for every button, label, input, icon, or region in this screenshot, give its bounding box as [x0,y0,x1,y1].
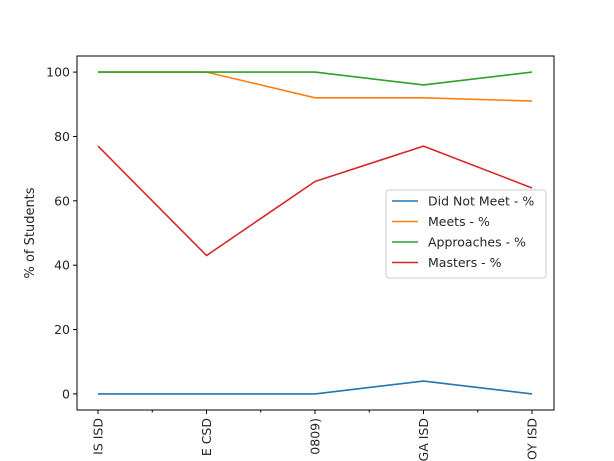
y-tick-label: 40 [54,258,70,273]
legend-label: Approaches - % [428,235,526,250]
series-line [98,380,533,395]
y-tick-label: 20 [54,322,70,337]
y-axis-label: % of Students [23,187,38,278]
plot-frame [76,55,555,411]
y-axis: 0 20 40 60 80 100 [46,65,77,401]
x-axis: IS ISD E CSD 0809) GA ISD OY ISD [91,410,540,461]
x-tick-label: OY ISD [525,418,540,460]
legend-box [385,189,547,279]
legend: Did Not Meet - % Meets - % Approaches - % M… [385,189,547,279]
series-line [98,71,533,86]
legend-label: Masters - % [428,255,502,270]
series-layer [97,71,533,395]
y-tick-label: 60 [54,193,70,208]
x-tick-label: 0809) [308,418,323,455]
series-line [98,71,533,102]
x-tick-label: IS ISD [91,418,106,455]
y-tick-label: 80 [54,129,70,144]
x-tick-label: GA ISD [416,418,431,461]
x-tick-label: E CSD [199,418,214,456]
y-tick-label: 100 [46,65,70,80]
legend-label: Meets - % [428,214,490,229]
y-tick-label: 0 [62,386,70,401]
legend-label: Did Not Meet - % [428,194,534,209]
